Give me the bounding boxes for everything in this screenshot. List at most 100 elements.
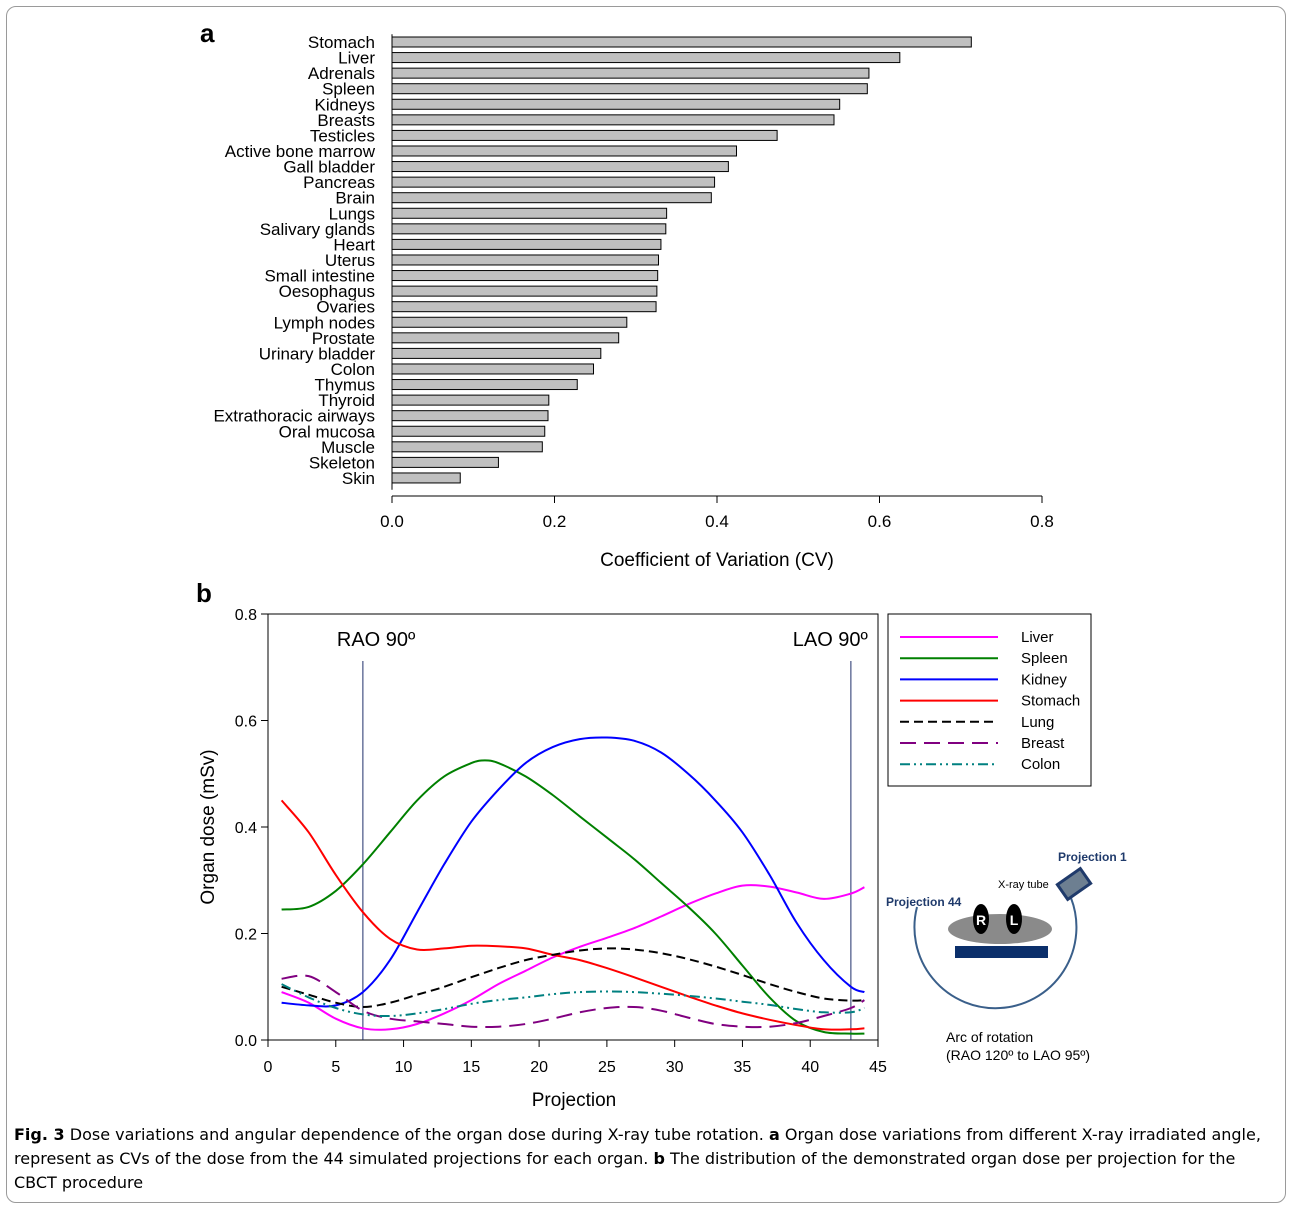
x-tick-label: 0.4 [705,512,729,531]
bar [391,410,549,422]
series-line-kidney [281,736,865,1008]
bar [391,441,543,453]
category-label: Lungs [329,204,375,223]
x-tick-label: 0.8 [1030,512,1054,531]
bar [391,161,729,173]
category-label: Small intestine [264,267,375,286]
y-tick-label: 0.0 [235,1033,257,1050]
bar [391,223,667,235]
category-label: Spleen [322,80,375,99]
x-tick-label: 0.6 [868,512,892,531]
bar [391,83,868,95]
bar [391,98,841,110]
legend-label: Colon [1021,756,1060,773]
x-tick-label: 40 [801,1059,819,1076]
category-label: Muscle [321,438,375,457]
x-axis: 0.0 0.2 0.4 0.6 0.8 [380,34,1054,531]
x-tick-label: 5 [331,1059,340,1076]
x-tick-label: 15 [462,1059,480,1076]
caption-a-text: Organ dose variations from different X-r… [14,1125,1261,1168]
legend-label: Breast [1021,735,1065,752]
bar [391,145,737,157]
bar [391,332,620,344]
x-tick-label: 0 [264,1059,273,1076]
bar [391,301,657,313]
caption-a-label: a [768,1125,780,1144]
bar [391,254,659,266]
category-label: Salivary glands [260,220,375,239]
bar [391,114,835,126]
vertical-marker-label: LAO 90º [793,629,869,651]
panel-b-label: b [196,578,212,608]
category-label: Prostate [312,329,375,348]
category-label: Kidneys [315,95,375,114]
x-axis-label: Coefficient of Variation (CV) [600,550,834,571]
category-label: Colon [331,360,375,379]
category-label: Brain [335,189,375,208]
category-label: Heart [333,235,375,254]
figure: a StomachLiverAdrenalsSpleenKidneysBreas… [196,18,1127,1111]
series-line-spleen [281,759,865,1035]
arc-caption-line1: Arc of rotation [946,1029,1033,1045]
bar [391,270,659,282]
plot-frame [267,613,879,1041]
vertical-markers: RAO 90º LAO 90º [337,629,869,1040]
y-tick-label: 0.6 [235,714,257,731]
bar [391,425,546,437]
arc-of-rotation [913,897,1078,1010]
series-lines [280,736,865,1035]
series-line-breast [281,974,865,1029]
projection-1-label: Projection 1 [1058,850,1127,864]
category-label: Extrathoracic airways [213,407,375,426]
panel-a-label: a [200,18,215,48]
category-label: Skin [342,469,375,488]
x-tick-label: 20 [530,1059,548,1076]
y-tick-label: 0.8 [235,607,257,624]
legend-label: Kidney [1021,671,1067,688]
rotation-diagram: R L Projection 1 X-ray tube Projection 4… [886,850,1127,1063]
bar [391,394,550,406]
category-label: Urinary bladder [259,344,376,363]
bar [391,285,658,297]
axes: 0 5 10 15 20 25 30 35 40 45 0.0 0.2 0.4 0.6 0.8 [235,607,887,1076]
caption-main: Dose variations and angular dependence o… [64,1125,769,1144]
patient-table [955,946,1048,958]
y-tick-label: 0.2 [235,927,257,944]
category-label: Thymus [315,376,375,395]
series-line-colon [281,983,865,1018]
category-label: Uterus [325,251,375,270]
category-label: Oesophagus [279,282,375,301]
category-label: Oral mucosa [279,422,376,441]
category-label: Breasts [317,111,375,130]
x-tick-label: 30 [666,1059,684,1076]
legend-label: Lung [1021,714,1054,731]
bar [391,192,712,204]
y-axis-label: Organ dose (mSv) [198,749,219,904]
bar [391,347,602,359]
caption-b-label: b [653,1149,665,1168]
category-label: Skeleton [309,453,375,472]
left-kidney-marker [1006,904,1022,934]
x-axis-label: Projection [532,1090,617,1111]
y-tick-label: 0.4 [235,820,257,837]
x-tick-label: 25 [598,1059,616,1076]
figure-caption: Fig. 3 Dose variations and angular depen… [14,1123,1276,1195]
bar [391,176,716,188]
bar [391,316,628,328]
caption-b-text: The distribution of the demonstrated org… [14,1149,1236,1192]
vertical-marker-label: RAO 90º [337,629,416,651]
x-tick-label: 0.0 [380,512,404,531]
category-label: Adrenals [308,64,375,83]
series-line-liver [281,884,865,1031]
category-label: Active bone marrow [225,142,376,161]
l-label: L [1010,912,1019,928]
category-label: Stomach [308,33,375,52]
bar [391,129,778,141]
arc-caption-line2: (RAO 120º to LAO 95º) [946,1047,1090,1063]
x-tick-label: 0.2 [543,512,567,531]
bar [391,52,901,64]
x-ray-tube-icon [1055,866,1093,902]
bar [391,363,594,375]
right-kidney-marker [973,904,989,934]
bar [391,472,461,484]
